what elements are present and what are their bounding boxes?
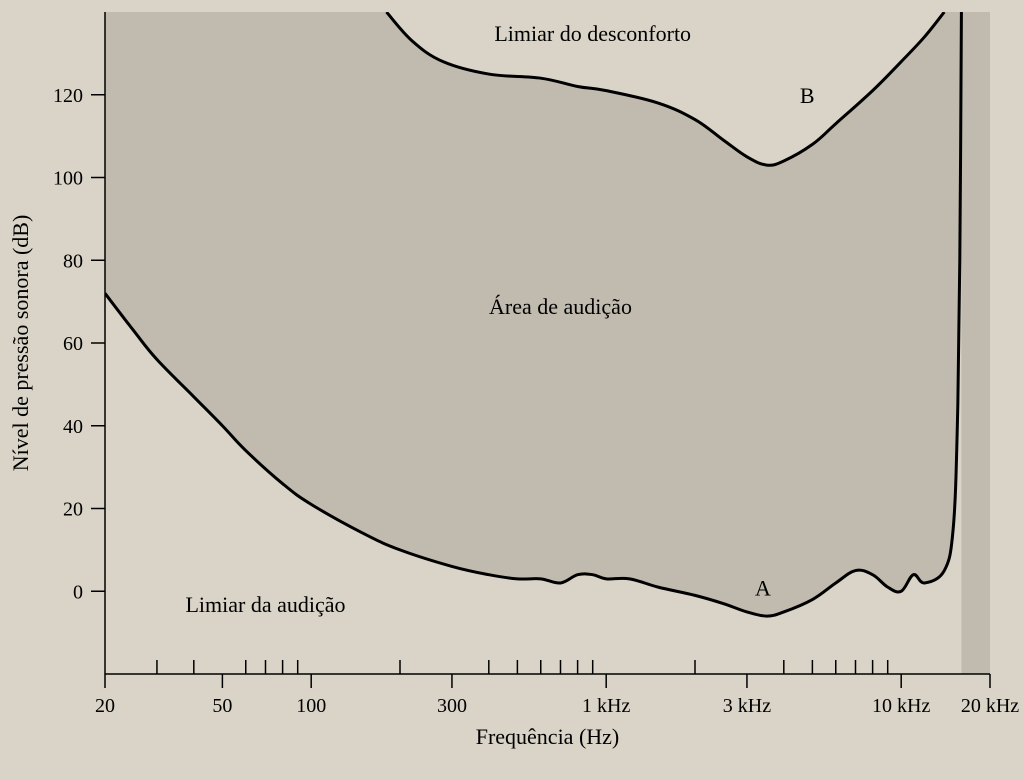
x-tick-label: 20 kHz bbox=[961, 695, 1019, 717]
x-tick-label: 10 kHz bbox=[872, 695, 930, 717]
y-axis-label: Nível de pressão sonora (dB) bbox=[8, 215, 33, 472]
y-tick-label: 80 bbox=[63, 250, 83, 272]
x-tick-label: 100 bbox=[296, 695, 326, 717]
region-label: Limiar da audição bbox=[185, 592, 345, 617]
x-tick-label: 1 kHz bbox=[582, 695, 630, 717]
x-tick-label: 3 kHz bbox=[723, 695, 771, 717]
x-tick-label: 50 bbox=[212, 695, 232, 717]
curve-point-label: A bbox=[755, 575, 771, 600]
y-tick-label: 20 bbox=[63, 499, 83, 521]
y-tick-label: 120 bbox=[53, 85, 83, 107]
x-tick-label: 300 bbox=[437, 695, 467, 717]
region-label: Limiar do desconforto bbox=[494, 21, 691, 46]
hearing-area-chart: 0 20 40 60 80 100 120 20 50 100 300 1 kHz 3 kHz 10 kH… bbox=[0, 0, 1024, 779]
y-tick-label: 60 bbox=[63, 333, 83, 355]
region-label: Área de audição bbox=[489, 294, 632, 319]
y-tick-label: 100 bbox=[53, 168, 83, 190]
x-axis-label: Frequência (Hz) bbox=[476, 724, 620, 749]
y-tick-label: 0 bbox=[73, 581, 83, 603]
y-tick-label: 40 bbox=[63, 416, 83, 438]
x-tick-label: 20 bbox=[95, 695, 115, 717]
curve-point-label: B bbox=[800, 83, 815, 108]
